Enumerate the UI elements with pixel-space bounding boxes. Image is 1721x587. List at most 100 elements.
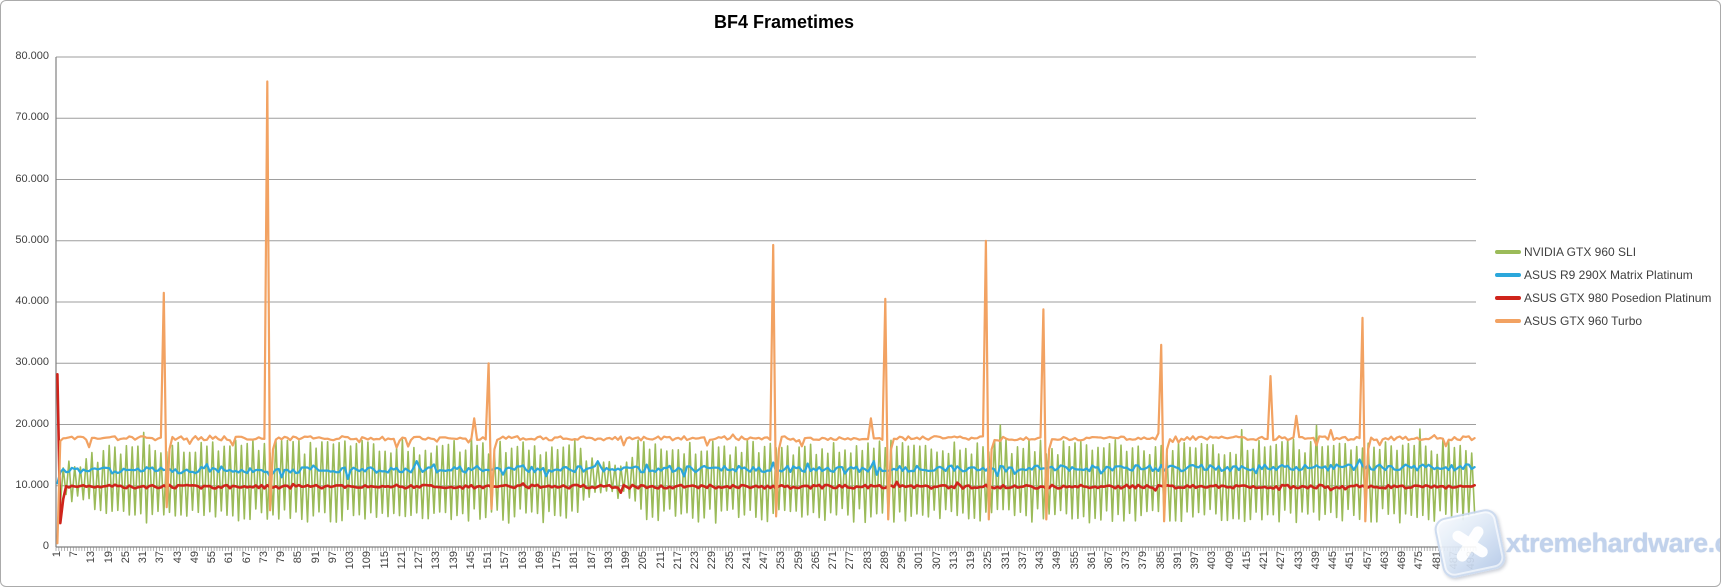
x-axis-label: 205 bbox=[637, 551, 650, 570]
x-axis-label: 307 bbox=[930, 551, 943, 570]
x-axis-label: 97 bbox=[326, 551, 339, 564]
x-axis-label: 235 bbox=[723, 551, 736, 570]
x-axis-label: 103 bbox=[344, 551, 357, 570]
x-axis-label: 415 bbox=[1240, 551, 1253, 570]
x-axis-label: 445 bbox=[1327, 551, 1340, 570]
x-axis-label: 211 bbox=[654, 551, 667, 569]
x-axis-label: 115 bbox=[378, 551, 391, 569]
y-axis-label: 30.000 bbox=[15, 356, 49, 369]
series-line-2 bbox=[56, 372, 1476, 525]
x-axis-label: 151 bbox=[482, 551, 495, 570]
x-axis-label: 331 bbox=[999, 551, 1012, 570]
x-axis-label: 19 bbox=[102, 551, 115, 564]
x-axis-label: 169 bbox=[533, 551, 546, 570]
x-axis-label: 319 bbox=[965, 551, 978, 570]
x-axis-label: 475 bbox=[1413, 551, 1426, 570]
x-axis-label: 427 bbox=[1275, 551, 1288, 570]
x-axis-label: 325 bbox=[982, 551, 995, 570]
x-axis-label: 457 bbox=[1361, 551, 1374, 570]
x-axis-label: 253 bbox=[775, 551, 788, 570]
x-axis-label: 13 bbox=[85, 551, 98, 564]
x-axis-label: 289 bbox=[878, 551, 891, 570]
x-axis-ticks bbox=[55, 547, 1477, 551]
x-axis-label: 409 bbox=[1223, 551, 1236, 570]
x-axis-label: 25 bbox=[119, 551, 132, 564]
x-axis-label: 7 bbox=[68, 551, 81, 558]
x-axis-label: 397 bbox=[1189, 551, 1202, 570]
legend-label: ASUS GTX 960 Turbo bbox=[1524, 314, 1643, 328]
x-axis-label: 229 bbox=[706, 551, 719, 570]
x-axis-label: 265 bbox=[809, 551, 822, 570]
y-axis-label: 80.000 bbox=[15, 50, 49, 62]
x-axis-label: 175 bbox=[551, 551, 564, 570]
legend: NVIDIA GTX 960 SLI ASUS R9 290X Matrix Pl… bbox=[1495, 245, 1711, 328]
x-axis-label: 133 bbox=[430, 551, 443, 570]
legend-label: NVIDIA GTX 960 SLI bbox=[1524, 245, 1637, 259]
legend-item: ASUS GTX 960 Turbo bbox=[1495, 314, 1711, 328]
y-axis-label: 40.000 bbox=[15, 295, 49, 307]
x-axis-label: 61 bbox=[223, 551, 236, 564]
x-axis-label: 31 bbox=[137, 551, 150, 564]
x-axis-label: 367 bbox=[1103, 551, 1115, 570]
x-axis-label: 1 bbox=[50, 551, 63, 558]
x-axis-label: 55 bbox=[206, 551, 219, 564]
x-axis-label: 277 bbox=[844, 551, 857, 570]
x-axis-label: 271 bbox=[827, 551, 840, 570]
x-axis-label: 433 bbox=[1292, 551, 1305, 570]
x-axis-label: 247 bbox=[758, 551, 771, 570]
x-axis-label: 313 bbox=[947, 551, 960, 570]
x-axis-label: 223 bbox=[689, 551, 702, 570]
y-axis-label: 50.000 bbox=[15, 233, 49, 246]
x-axis-label: 373 bbox=[1120, 551, 1133, 570]
x-axis-label: 199 bbox=[620, 551, 633, 570]
legend-item: ASUS GTX 980 Posedion Platinum bbox=[1495, 291, 1711, 305]
x-axis-label: 187 bbox=[585, 551, 598, 570]
x-axis-label: 145 bbox=[464, 551, 477, 570]
x-axis-label: 67 bbox=[240, 551, 253, 564]
x-axis-label: 421 bbox=[1258, 551, 1271, 570]
watermark: xtremehardware.com bbox=[1432, 507, 1720, 580]
x-axis-label: 283 bbox=[861, 551, 874, 570]
legend-marker bbox=[1495, 296, 1521, 300]
x-axis-label: 301 bbox=[913, 551, 926, 570]
series-line-3 bbox=[56, 80, 1476, 545]
series-line-1 bbox=[56, 458, 1476, 485]
x-axis-label: 181 bbox=[568, 551, 581, 570]
watermark-text: xtremehardware.com bbox=[1506, 528, 1720, 558]
legend-marker bbox=[1495, 319, 1521, 323]
legend-label: ASUS R9 290X Matrix Platinum bbox=[1524, 268, 1693, 282]
legend-item: ASUS R9 290X Matrix Platinum bbox=[1495, 268, 1711, 282]
x-axis-label: 451 bbox=[1344, 551, 1357, 570]
x-axis-label: 109 bbox=[361, 551, 374, 570]
x-axis-label: 49 bbox=[188, 551, 201, 564]
x-axis-label: 391 bbox=[1171, 551, 1184, 570]
legend-label: ASUS GTX 980 Posedion Platinum bbox=[1524, 291, 1712, 305]
y-axis-label: 60.000 bbox=[15, 172, 49, 185]
x-axis-label: 121 bbox=[395, 551, 408, 570]
chart-title: BF4 Frametimes bbox=[713, 12, 855, 32]
x-axis-label: 355 bbox=[1068, 551, 1081, 570]
y-axis-label: 70.000 bbox=[15, 111, 49, 124]
x-axis-label: 217 bbox=[671, 551, 684, 570]
x-axis-label: 463 bbox=[1378, 551, 1391, 570]
x-axis-label: 163 bbox=[516, 551, 529, 570]
x-axis-label: 157 bbox=[499, 551, 512, 570]
x-axis-label: 193 bbox=[602, 551, 615, 570]
x-axis-label: 37 bbox=[154, 551, 167, 564]
y-axis-label: 10.000 bbox=[15, 478, 49, 491]
series-line-0 bbox=[56, 389, 1476, 524]
x-axis-label: 127 bbox=[413, 551, 426, 570]
x-axis-label: 295 bbox=[896, 551, 909, 570]
x-axis-label: 241 bbox=[740, 551, 753, 570]
x-axis-label: 139 bbox=[447, 551, 460, 570]
x-axis-label: 43 bbox=[171, 551, 184, 564]
x-axis-label: 79 bbox=[275, 551, 288, 564]
x-axis-label: 259 bbox=[792, 551, 805, 570]
x-axis-label: 349 bbox=[1051, 551, 1064, 570]
x-axis-label: 379 bbox=[1137, 551, 1150, 570]
x-axis-label: 439 bbox=[1309, 551, 1322, 570]
xtremehardware-logo-icon bbox=[1432, 507, 1508, 580]
x-axis-label: 385 bbox=[1154, 551, 1167, 570]
